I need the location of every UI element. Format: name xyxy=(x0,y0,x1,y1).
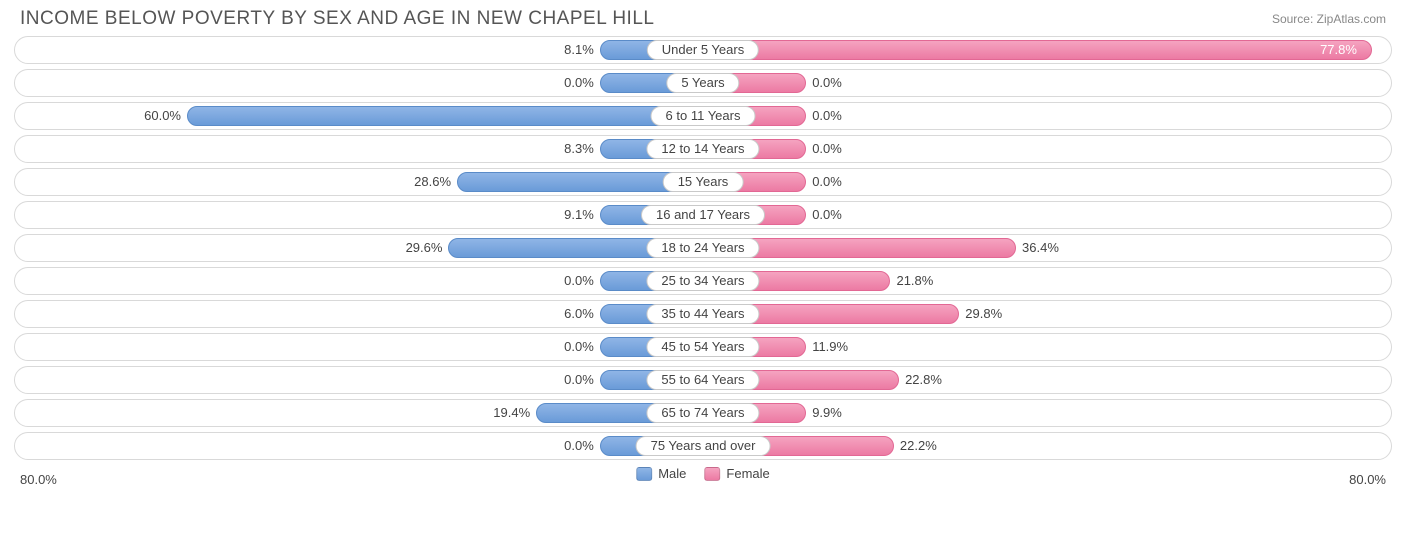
legend-item-female: Female xyxy=(704,466,769,481)
bar-row: 29.6% 36.4% 18 to 24 Years xyxy=(14,234,1392,262)
male-value-label: 0.0% xyxy=(564,337,594,357)
female-value-label: 29.8% xyxy=(965,304,1002,324)
category-label: Under 5 Years xyxy=(647,40,759,60)
male-value-label: 19.4% xyxy=(493,403,530,423)
chart-area: 8.1% 77.8% Under 5 Years 0.0% 0.0% 5 Years 60.… xyxy=(14,36,1392,460)
category-label: 35 to 44 Years xyxy=(646,304,759,324)
bar-row: 9.1% 0.0% 16 and 17 Years xyxy=(14,201,1392,229)
bar-row: 0.0% 21.8% 25 to 34 Years xyxy=(14,267,1392,295)
female-value-label: 36.4% xyxy=(1022,238,1059,258)
female-bar xyxy=(703,40,1372,60)
bar-row: 19.4% 9.9% 65 to 74 Years xyxy=(14,399,1392,427)
male-value-label: 0.0% xyxy=(564,73,594,93)
axis-row: 80.0% 80.0% Male Female xyxy=(14,465,1392,487)
female-value-label: 0.0% xyxy=(812,139,842,159)
male-value-label: 0.0% xyxy=(564,271,594,291)
male-value-label: 8.3% xyxy=(564,139,594,159)
female-value-label: 9.9% xyxy=(812,403,842,423)
male-value-label: 8.1% xyxy=(564,40,594,60)
category-label: 15 Years xyxy=(663,172,744,192)
female-value-label: 0.0% xyxy=(812,172,842,192)
female-value-label: 0.0% xyxy=(812,106,842,126)
category-label: 18 to 24 Years xyxy=(646,238,759,258)
male-value-label: 29.6% xyxy=(406,238,443,258)
female-value-label: 77.8% xyxy=(1320,40,1357,60)
legend: Male Female xyxy=(636,466,770,481)
female-value-label: 22.2% xyxy=(900,436,937,456)
category-label: 75 Years and over xyxy=(636,436,771,456)
category-label: 45 to 54 Years xyxy=(646,337,759,357)
axis-label-left: 80.0% xyxy=(20,472,57,487)
category-label: 25 to 34 Years xyxy=(646,271,759,291)
bar-row: 6.0% 29.8% 35 to 44 Years xyxy=(14,300,1392,328)
bar-row: 8.3% 0.0% 12 to 14 Years xyxy=(14,135,1392,163)
legend-swatch-male xyxy=(636,467,652,481)
bar-row: 8.1% 77.8% Under 5 Years xyxy=(14,36,1392,64)
chart-title: INCOME BELOW POVERTY BY SEX AND AGE IN N… xyxy=(20,8,654,30)
category-label: 65 to 74 Years xyxy=(646,403,759,423)
female-value-label: 0.0% xyxy=(812,205,842,225)
category-label: 12 to 14 Years xyxy=(646,139,759,159)
bar-row: 0.0% 11.9% 45 to 54 Years xyxy=(14,333,1392,361)
bar-row: 0.0% 22.2% 75 Years and over xyxy=(14,432,1392,460)
male-value-label: 0.0% xyxy=(564,436,594,456)
legend-label-female: Female xyxy=(726,466,769,481)
bar-row: 28.6% 0.0% 15 Years xyxy=(14,168,1392,196)
female-value-label: 0.0% xyxy=(812,73,842,93)
chart-source: Source: ZipAtlas.com xyxy=(1272,8,1386,26)
legend-label-male: Male xyxy=(658,466,686,481)
category-label: 6 to 11 Years xyxy=(651,106,756,126)
male-value-label: 60.0% xyxy=(144,106,181,126)
female-value-label: 11.9% xyxy=(812,337,848,357)
bar-row: 60.0% 0.0% 6 to 11 Years xyxy=(14,102,1392,130)
axis-label-right: 80.0% xyxy=(1349,472,1386,487)
bar-row: 0.0% 22.8% 55 to 64 Years xyxy=(14,366,1392,394)
category-label: 5 Years xyxy=(666,73,739,93)
chart-container: INCOME BELOW POVERTY BY SEX AND AGE IN N… xyxy=(0,0,1406,559)
female-value-label: 21.8% xyxy=(896,271,933,291)
female-value-label: 22.8% xyxy=(905,370,942,390)
male-bar xyxy=(187,106,703,126)
bar-row: 0.0% 0.0% 5 Years xyxy=(14,69,1392,97)
male-value-label: 0.0% xyxy=(564,370,594,390)
male-value-label: 28.6% xyxy=(414,172,451,192)
category-label: 55 to 64 Years xyxy=(646,370,759,390)
category-label: 16 and 17 Years xyxy=(641,205,765,225)
chart-header: INCOME BELOW POVERTY BY SEX AND AGE IN N… xyxy=(14,8,1392,36)
male-value-label: 6.0% xyxy=(564,304,594,324)
legend-item-male: Male xyxy=(636,466,686,481)
legend-swatch-female xyxy=(704,467,720,481)
male-value-label: 9.1% xyxy=(564,205,594,225)
